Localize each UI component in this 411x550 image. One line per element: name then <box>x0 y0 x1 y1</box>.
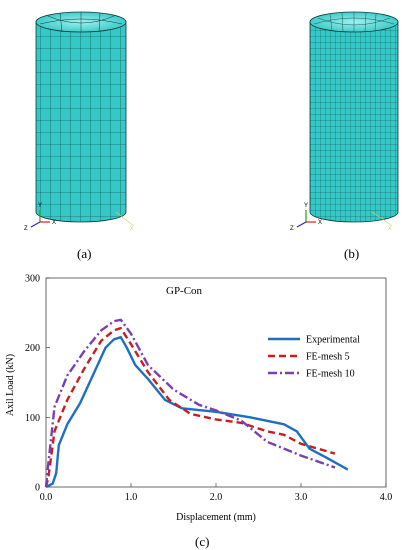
x-tick-label: 0.0 <box>40 492 53 503</box>
panel-c-label: (c) <box>195 534 209 549</box>
y-axis-label: Axil Load (kN) <box>5 354 16 416</box>
series-layer <box>44 318 349 489</box>
x-axis-label: Displacement (mm) <box>176 512 256 523</box>
cylinder-coarse-mesh <box>35 11 127 223</box>
triad-x-label: X <box>52 220 56 226</box>
triad-z-label: Z <box>290 226 294 232</box>
series-line-fe-mesh-10 <box>44 318 336 488</box>
series-line-experimental <box>45 336 349 489</box>
x-tick-label: 1.0 <box>125 492 138 503</box>
ground-x-label: X <box>130 226 134 232</box>
axis-ticks: 0.0 1.0 2.0 3.0 4.0 0 100 200 300 <box>25 274 392 504</box>
triad-z-label: Z <box>24 226 28 232</box>
x-tick-label: 2.0 <box>210 492 223 503</box>
panel-b-label: (b) <box>344 246 359 261</box>
legend-label: FE-mesh 5 <box>306 352 350 363</box>
y-tick-label: 0 <box>35 483 40 494</box>
ground-x-label: X <box>388 226 392 232</box>
legend: Experimental FE-mesh 5 FE-mesh 10 <box>268 335 360 380</box>
axis-triad-b: Y X Z X <box>290 203 393 232</box>
triad-x-label: X <box>318 220 322 226</box>
load-displacement-chart: 0.0 1.0 2.0 3.0 4.0 0 100 200 300 GP-Con Displac… <box>5 274 392 524</box>
panel-a-label: (a) <box>77 246 91 261</box>
x-tick-label: 4.0 <box>380 492 393 503</box>
y-tick-label: 100 <box>25 413 40 424</box>
legend-label: Experimental <box>306 335 360 346</box>
y-tick-label: 300 <box>25 274 40 285</box>
legend-label: FE-mesh 10 <box>306 369 355 380</box>
triad-y-label: Y <box>38 203 42 209</box>
cylinder-fine-mesh <box>309 11 399 223</box>
axis-triad-a: Y X Z X <box>24 203 135 232</box>
chart-title: GP-Con <box>166 285 203 297</box>
series-line-fe-mesh-5 <box>44 327 336 488</box>
plot-frame <box>45 277 387 488</box>
y-tick-label: 200 <box>25 343 40 354</box>
x-tick-label: 3.0 <box>295 492 308 503</box>
triad-y-label: Y <box>304 203 308 209</box>
